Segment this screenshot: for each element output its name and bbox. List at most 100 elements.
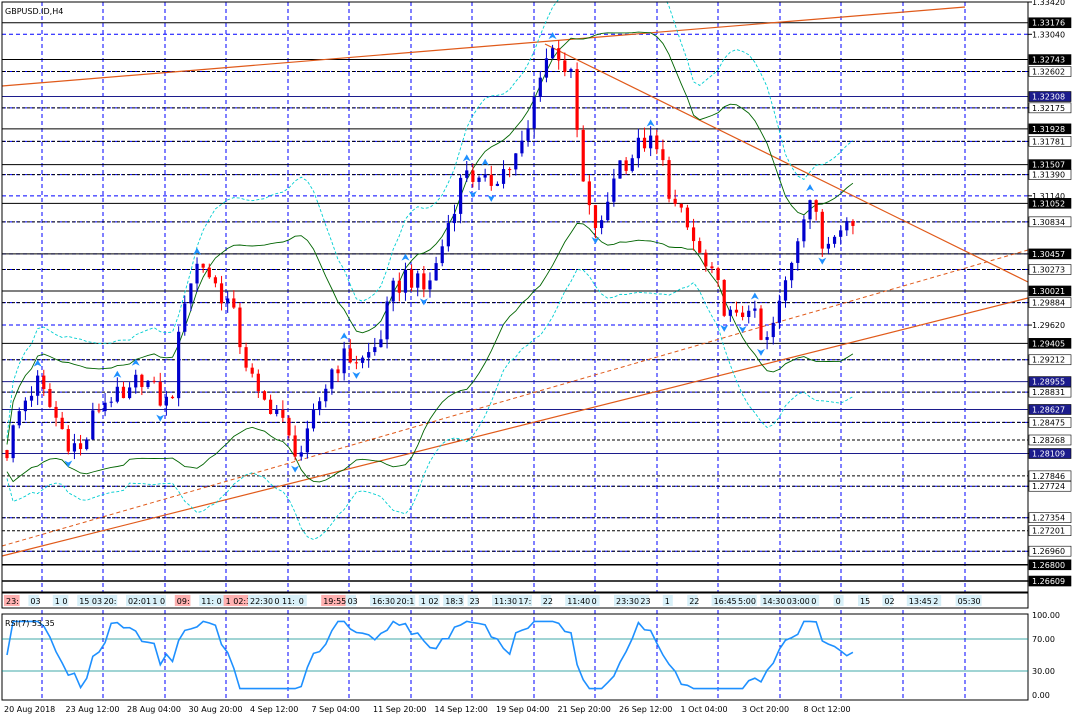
session-cell [784, 595, 811, 606]
price-level-label: 1.31781 [1032, 137, 1065, 146]
time-tick-label: 21 Sep 20:00 [558, 705, 611, 714]
candle-body [140, 374, 144, 388]
session-cell [589, 595, 600, 606]
fractal-up-arrow-icon [33, 359, 42, 367]
fractal-up-arrow-icon [750, 292, 759, 300]
candle-body [783, 280, 788, 301]
candle-body [146, 380, 150, 388]
candle-body [691, 227, 696, 242]
candle-body [446, 223, 450, 247]
session-cell [906, 595, 933, 606]
price-tick-label: 1.33040 [1032, 30, 1065, 39]
candle-body [716, 268, 720, 280]
session-cell-label: 23: [6, 597, 19, 606]
candle-body [557, 48, 561, 61]
candle-body [673, 198, 677, 204]
price-level-box [1028, 66, 1072, 77]
session-cell [28, 595, 39, 606]
price-level-label: 1.26960 [1032, 547, 1065, 556]
session-cell [565, 595, 592, 606]
candle-body [802, 219, 806, 242]
price-level-label: 1.32743 [1032, 56, 1065, 65]
candle-body [520, 140, 524, 154]
session-cell-label: 1 [665, 597, 670, 606]
price-level-box [1028, 525, 1072, 537]
session-cell-label: 22 [689, 597, 699, 606]
fractal-arrows-layer [33, 32, 827, 473]
candles-layer [5, 40, 855, 463]
candle-body [11, 425, 15, 459]
candle-body [134, 374, 138, 388]
candle-body [85, 439, 89, 450]
time-tick-label: 14 Sep 12:00 [435, 705, 488, 714]
candle-body [845, 221, 849, 231]
candle-body [164, 396, 168, 406]
candle-body [342, 348, 346, 374]
time-axis: 20 Aug 2018 23 Aug 12:00 28 Aug 04:00 30 Au… [4, 705, 851, 714]
candle-body [679, 203, 683, 208]
fractal-down-arrow-icon [591, 237, 600, 245]
price-level-box [1028, 417, 1072, 428]
price-level-box [1028, 434, 1072, 446]
price-level-label: 1.32602 [1032, 68, 1065, 77]
session-cell [833, 595, 844, 606]
price-level-label: 1.27354 [1032, 514, 1065, 523]
candle-body [189, 283, 193, 304]
price-level-box [1028, 54, 1072, 65]
candle-body [54, 406, 58, 418]
candle-body [587, 181, 591, 206]
price-level-label: 1.30273 [1032, 266, 1065, 275]
session-cell [516, 595, 532, 606]
candle-body [128, 387, 132, 399]
candle-body [501, 169, 506, 184]
session-cell [101, 595, 118, 606]
candle-body [262, 391, 267, 400]
price-level-label: 1.31390 [1032, 171, 1065, 180]
candle-body [851, 221, 855, 226]
time-tick-label: 1 Oct 04:00 [681, 705, 728, 714]
session-cell [370, 595, 396, 606]
trendline-rising-dashed [1, 249, 1029, 547]
candle-body [330, 369, 334, 389]
session-cell-label: 02 [884, 597, 894, 606]
candle-body [324, 388, 328, 402]
price-level-box [1028, 102, 1072, 114]
session-cell [174, 595, 191, 606]
price-level-box [1028, 198, 1072, 209]
candle-body [832, 236, 837, 244]
price-level-label: 1.32175 [1032, 104, 1065, 113]
session-cell [931, 595, 942, 606]
time-tick-label: 8 Oct 12:00 [804, 705, 851, 714]
candle-body [36, 375, 40, 396]
session-cell [223, 595, 255, 606]
candle-body [563, 60, 567, 72]
candle-body [667, 160, 671, 199]
bollinger-lower-outer [6, 269, 854, 540]
candle-body [814, 200, 818, 212]
candle-body [238, 307, 242, 348]
time-tick-label: 28 Aug 04:00 [127, 705, 181, 714]
session-cell [77, 595, 104, 606]
candle-body [158, 381, 162, 406]
time-tick-label: 4 Sep 12:00 [250, 705, 298, 714]
price-level-box [1028, 285, 1072, 297]
time-tick-label: 30 Aug 20:00 [189, 705, 243, 714]
price-level-label: 1.28627 [1032, 405, 1065, 414]
candle-body [60, 417, 64, 430]
fractal-down-arrow-icon [156, 414, 165, 422]
session-cell-label: 1 02:3 [226, 597, 252, 606]
candle-body [826, 243, 831, 249]
session-cell [809, 595, 820, 606]
candle-body [256, 373, 260, 392]
price-level-label: 1.29884 [1032, 299, 1065, 308]
chart-title: GBPUSD.ID,H4 [5, 7, 63, 16]
price-level-label: 1.27724 [1032, 482, 1065, 491]
session-cell [126, 595, 152, 606]
fractal-down-arrow-icon [419, 298, 428, 306]
session-cell-label: 2 [933, 597, 938, 606]
rsi-label: RSI(7) 53.35 [5, 619, 55, 628]
candle-body [403, 269, 408, 293]
fractal-up-arrow-icon [548, 32, 557, 40]
candle-body [820, 211, 824, 249]
